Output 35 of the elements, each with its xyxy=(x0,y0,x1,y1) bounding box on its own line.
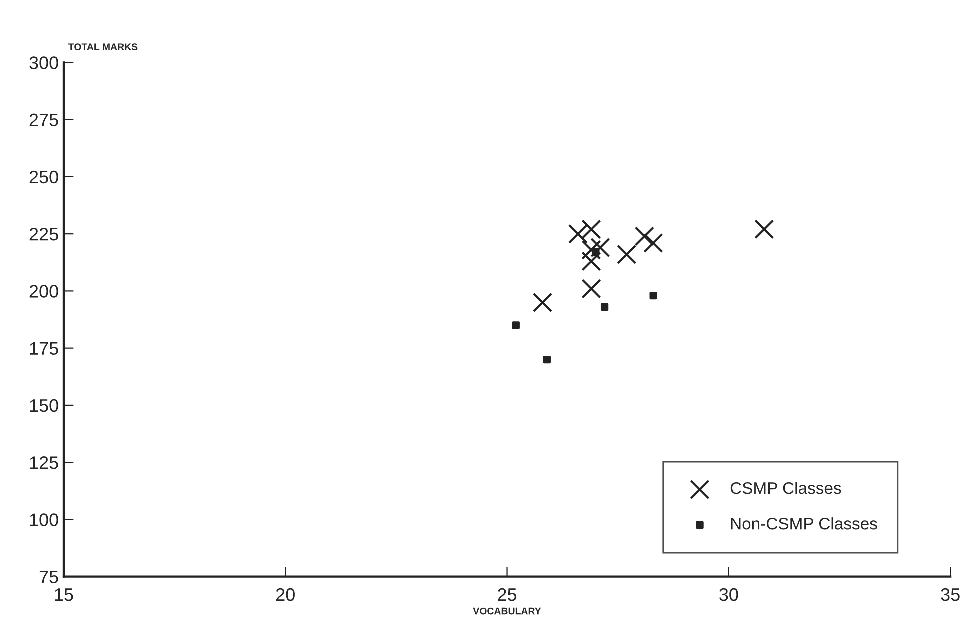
point xyxy=(644,233,664,254)
y-tick-label: 225 xyxy=(30,228,58,241)
y-tick-label: 250 xyxy=(30,170,58,184)
point xyxy=(582,279,602,299)
point xyxy=(592,248,600,256)
y-axis-title: TOTAL MARKS xyxy=(68,44,138,50)
x-tick-label: 25 xyxy=(498,588,517,602)
x-tick-label: 30 xyxy=(720,588,738,602)
y-tick-label: 150 xyxy=(30,399,58,412)
y-tick-label: 200 xyxy=(30,285,58,298)
y-tick-label: 275 xyxy=(30,114,58,127)
point xyxy=(634,226,655,246)
point xyxy=(532,292,553,312)
point xyxy=(650,292,658,300)
y-tick-label: 175 xyxy=(30,342,58,356)
point xyxy=(582,220,602,240)
x-tick-label: 15 xyxy=(55,588,74,602)
point xyxy=(617,244,637,264)
point xyxy=(590,238,610,258)
point xyxy=(754,220,774,240)
y-tick-label: 300 xyxy=(30,56,58,70)
legend-label: Non-CSMP Classes xyxy=(731,518,878,530)
legend-label: CSMP Classes xyxy=(730,482,842,494)
point xyxy=(568,224,588,244)
point xyxy=(543,356,551,364)
x-tick-label: 35 xyxy=(941,588,960,602)
y-tick-label: 75 xyxy=(40,570,58,584)
y-tick-label: 125 xyxy=(30,456,58,470)
point xyxy=(512,322,520,330)
y-tick-label: 100 xyxy=(30,514,58,526)
point xyxy=(582,240,602,260)
point xyxy=(600,303,609,312)
x-axis-title: VOCABULARY xyxy=(473,608,542,615)
point xyxy=(582,252,602,272)
x-tick-label: 20 xyxy=(276,588,295,602)
